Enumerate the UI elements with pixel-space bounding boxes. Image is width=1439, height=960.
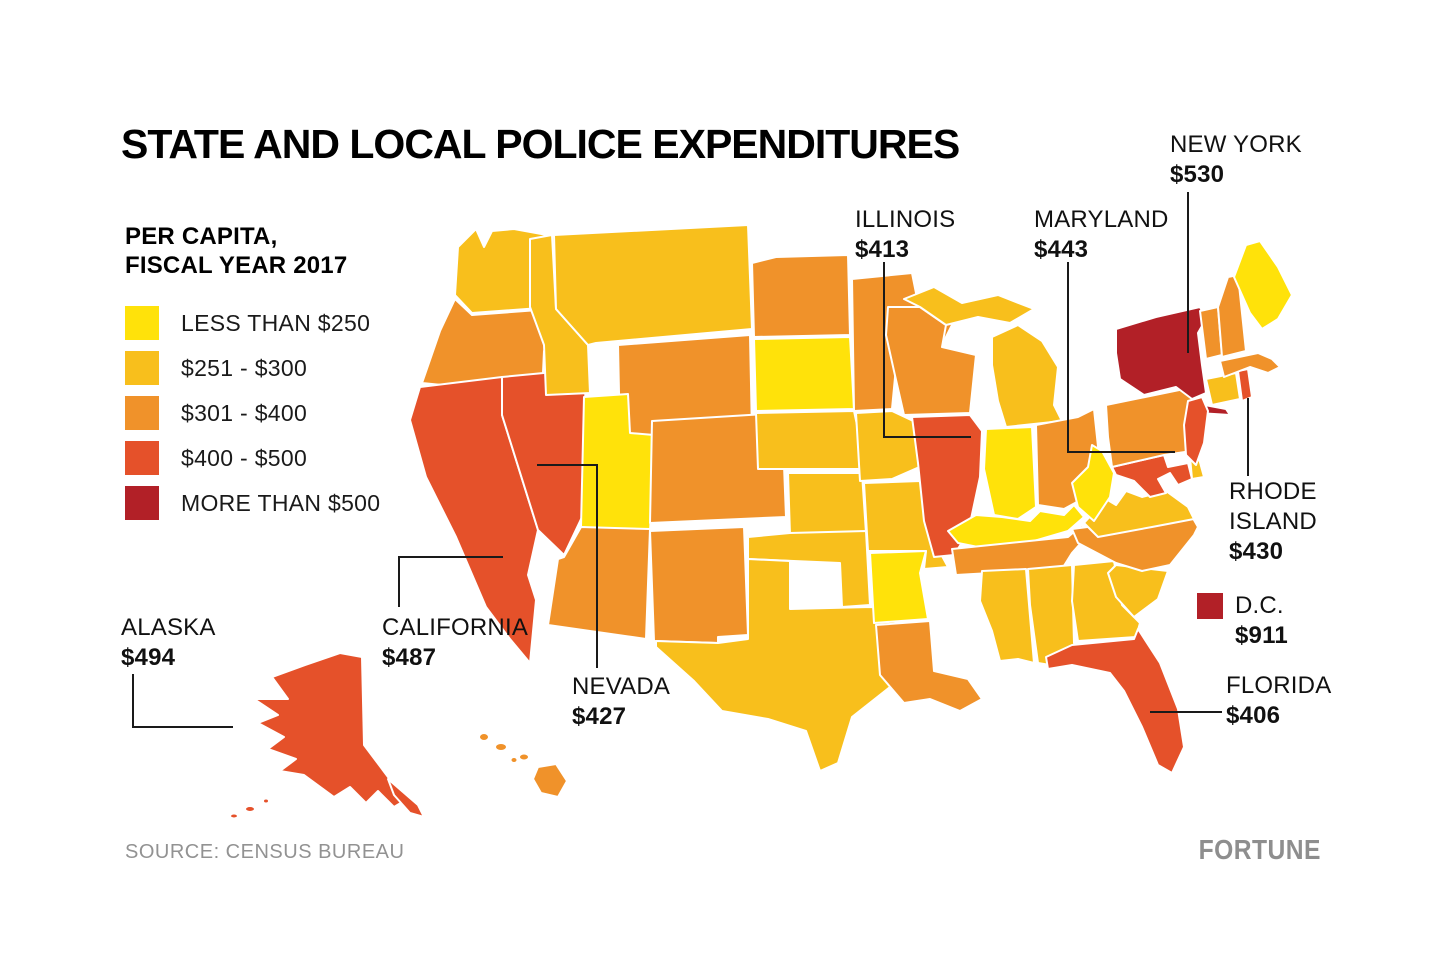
state-massachusetts [1219,352,1281,378]
callout-state-name: CALIFORNIA [382,614,529,641]
state-kansas [787,472,867,536]
legend-swatch-amber [125,351,159,385]
callout-value: $487 [382,644,437,671]
callout-state-name: NEW YORK [1170,131,1302,158]
state-maine [1233,240,1293,330]
callout-value: $494 [121,644,176,671]
state-hawaii-oahu [494,742,508,752]
state-hawaii-kauai [478,732,490,742]
callout-state-name: FLORIDA [1226,672,1332,699]
legend-label: MORE THAN $500 [181,489,381,516]
state-alaska-aleutians [229,812,239,820]
legend-item: $400 - $500 [125,441,380,475]
callout-value: $413 [855,236,910,263]
legend-heading: PER CAPITA, FISCAL YEAR 2017 [125,222,380,280]
callout-state-name: ILLINOIS [855,206,956,233]
legend-swatch-red-orange [125,441,159,475]
state-south-carolina [1107,564,1169,618]
legend-item: MORE THAN $500 [125,486,380,520]
legend-item: $301 - $400 [125,396,380,430]
state-connecticut [1205,372,1241,406]
state-alaska [253,652,405,808]
state-alaska-aleutians [262,797,270,805]
state-arkansas [869,550,929,624]
state-michigan [991,324,1063,428]
callout-florida: FLORIDA $406 [1226,671,1331,731]
state-colorado [649,412,787,524]
callout-state-name: D.C. [1235,592,1284,619]
state-alaska-aleutians [244,805,256,813]
source-credit: SOURCE: CENSUS BUREAU [125,841,405,863]
us-choropleth-map [229,224,1293,820]
callout-rhode-island: RHODE ISLAND $430 [1229,477,1339,567]
callout-state-name: MARYLAND [1034,206,1169,233]
state-new-mexico [649,526,749,644]
callout-value: $530 [1170,161,1225,188]
dc-swatch [1197,593,1223,619]
page-title: STATE AND LOCAL POLICE EXPENDITURES [121,121,960,167]
callout-value: $911 [1235,622,1288,649]
state-nebraska [755,410,865,470]
legend-label: LESS THAN $250 [181,309,371,336]
state-montana [553,224,753,346]
callout-state-name: ALASKA [121,614,216,641]
legend-heading-line1: PER CAPITA, [125,223,278,250]
callout-nevada: NEVADA $427 [572,672,670,732]
legend-items: LESS THAN $250 $251 - $300 $301 - $400 $… [125,306,380,520]
state-hawaii-maui [518,752,530,762]
fortune-logo: FORTUNE [1198,834,1321,865]
state-indiana [983,426,1037,520]
callout-dc: D.C. $911 [1197,591,1288,651]
state-maryland [1111,454,1193,498]
legend-label: $400 - $500 [181,444,308,471]
state-hawaii-big-island [532,763,568,798]
callout-value: $430 [1229,538,1284,565]
state-wisconsin [885,306,977,416]
state-mississippi [979,568,1035,664]
legend-label: $251 - $300 [181,354,308,381]
state-hawaii-molokai [509,756,519,764]
state-alaska-panhandle [387,778,425,818]
legend-swatch-yellow [125,306,159,340]
legend-heading-line2: FISCAL YEAR 2017 [125,252,348,279]
callout-value: $443 [1034,236,1089,263]
legend-swatch-dark-red [125,486,159,520]
state-new-jersey [1183,396,1209,466]
callout-new-york: NEW YORK $530 [1170,130,1302,190]
callout-state-name: NEVADA [572,673,671,700]
callout-value: $406 [1226,702,1281,729]
state-new-york [1115,306,1207,400]
state-louisiana [875,620,983,712]
legend-item: $251 - $300 [125,351,380,385]
state-north-dakota [751,254,851,338]
callout-maryland: MARYLAND $443 [1034,205,1169,265]
legend-swatch-orange [125,396,159,430]
state-texas [655,558,901,772]
callout-value: $427 [572,703,627,730]
callout-alaska: ALASKA $494 [121,613,216,673]
callout-california: CALIFORNIA $487 [382,613,528,673]
legend-item: LESS THAN $250 [125,306,380,340]
callout-illinois: ILLINOIS $413 [855,205,955,265]
callout-state-name: RHODE ISLAND [1229,478,1317,535]
legend-label: $301 - $400 [181,399,308,426]
state-new-hampshire [1217,274,1247,358]
state-south-dakota [753,336,855,412]
legend: PER CAPITA, FISCAL YEAR 2017 LESS THAN $… [125,222,380,531]
state-florida [1045,628,1185,774]
